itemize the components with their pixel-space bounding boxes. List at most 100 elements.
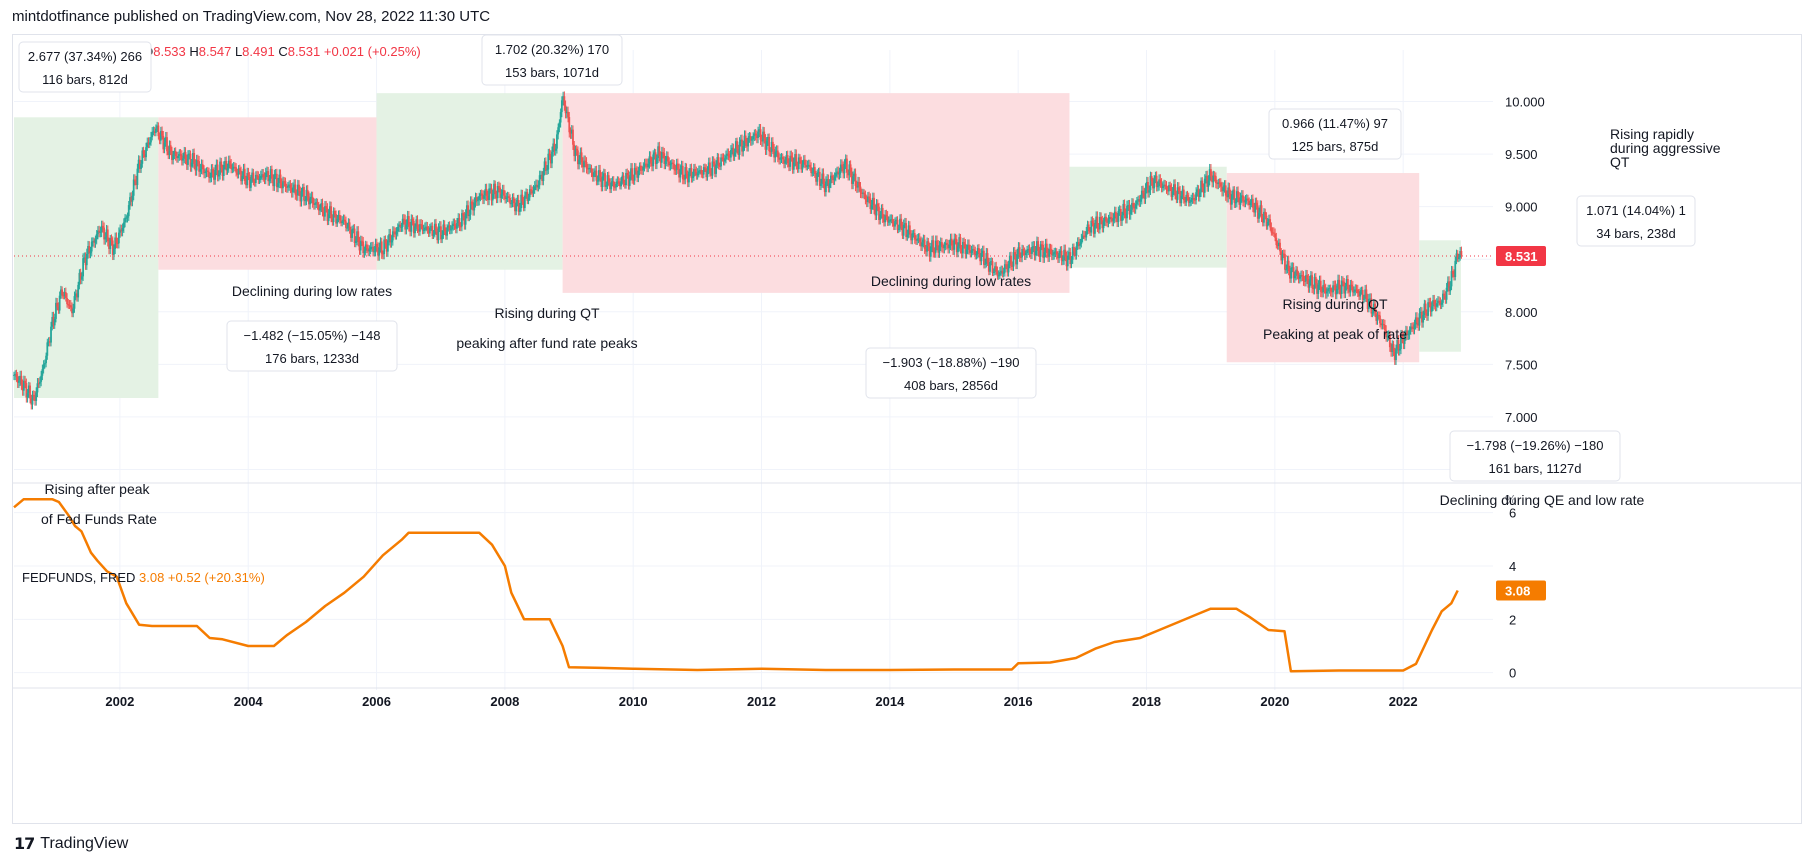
- candle-body: [537, 185, 540, 188]
- measure-box[interactable]: [1268, 108, 1402, 160]
- candle-body: [140, 163, 142, 169]
- candle-body: [1355, 289, 1358, 291]
- candle-body: [164, 137, 167, 143]
- candle-body: [461, 213, 463, 227]
- fedfunds-line[interactable]: [13, 498, 1459, 673]
- candle-body: [769, 151, 772, 153]
- candle-body: [1312, 287, 1315, 290]
- candle-body: [760, 139, 763, 142]
- candle-body: [247, 172, 250, 177]
- candle-body: [1276, 245, 1279, 247]
- candle-body: [573, 144, 576, 157]
- candle-body: [1165, 185, 1168, 190]
- candle-body: [336, 218, 339, 224]
- candle-body: [544, 161, 547, 171]
- candle-body: [825, 181, 827, 193]
- measure-box[interactable]: [18, 41, 152, 93]
- declining-zone[interactable]: [158, 117, 377, 270]
- measure-box[interactable]: [1576, 195, 1696, 247]
- candle-body: [1133, 206, 1136, 209]
- candle-body: [589, 167, 592, 169]
- candle-body: [504, 195, 507, 199]
- candle-body: [188, 153, 191, 155]
- candle-body: [979, 253, 982, 262]
- candle-body: [665, 156, 668, 162]
- candle-body: [162, 135, 165, 150]
- candle-body: [1122, 203, 1125, 216]
- candle-body: [462, 213, 465, 216]
- candle-body: [257, 175, 260, 180]
- candle-body: [1450, 271, 1453, 287]
- candle-body: [1182, 189, 1185, 201]
- footer[interactable]: 𝟭𝟳 TradingView: [14, 834, 128, 854]
- measure-box[interactable]: [865, 347, 1037, 399]
- candle-body: [293, 184, 296, 188]
- candle-body: [36, 383, 39, 393]
- fedfunds-axis-tick: 0: [1509, 666, 1516, 681]
- candle-body: [1084, 235, 1086, 238]
- candle-body: [1269, 219, 1272, 228]
- candle-body: [1094, 224, 1096, 234]
- candle-body: [526, 192, 529, 201]
- candle-body: [464, 213, 467, 225]
- measure-box[interactable]: [481, 34, 623, 86]
- candle-body: [794, 154, 796, 163]
- candle-body: [859, 186, 862, 193]
- candle-body: [1428, 302, 1431, 304]
- candle-body: [1076, 242, 1079, 247]
- declining-zone[interactable]: [1226, 173, 1420, 363]
- candle-body: [916, 238, 919, 241]
- candle-body: [1444, 295, 1447, 300]
- measure-box[interactable]: [226, 320, 398, 372]
- rising-zone[interactable]: [376, 93, 563, 270]
- measure-box[interactable]: [1449, 430, 1621, 482]
- candle-body: [1049, 248, 1052, 250]
- candle-body: [904, 223, 906, 225]
- candle-body: [99, 231, 102, 233]
- candle-body: [694, 169, 697, 172]
- time-axis-tick: 2002: [105, 694, 134, 709]
- chart-annotation: Declining during low rates: [871, 273, 1031, 289]
- candle-body: [577, 150, 579, 165]
- candle-body: [1190, 199, 1193, 202]
- fedfunds-legend[interactable]: FEDFUNDS, FRED 3.08 +0.52 (+20.31%): [22, 570, 265, 585]
- candle-body: [839, 164, 842, 173]
- candle-body: [1119, 209, 1122, 221]
- candle-body: [699, 169, 701, 171]
- candle-body: [746, 142, 748, 147]
- candle-body: [1089, 230, 1091, 233]
- rising-zone[interactable]: [1419, 240, 1461, 352]
- footer-brand[interactable]: TradingView: [40, 835, 129, 852]
- candle-body: [1413, 324, 1416, 330]
- candle-body: [546, 169, 548, 171]
- tradingview-logo-icon[interactable]: 𝟭𝟳: [14, 836, 35, 853]
- candle-body: [1022, 249, 1025, 251]
- candle-body: [1108, 216, 1111, 220]
- candle-body: [612, 181, 615, 188]
- candle-body: [841, 164, 843, 167]
- candle-body: [943, 245, 946, 249]
- candle-body: [773, 149, 776, 158]
- candle-body: [1103, 216, 1106, 222]
- candle-body: [254, 174, 257, 183]
- candle-body: [505, 197, 508, 199]
- candle-body: [1259, 205, 1262, 213]
- candle-body: [208, 171, 210, 178]
- declining-zone[interactable]: [562, 93, 1070, 293]
- candle-body: [1240, 195, 1243, 198]
- candle-body: [855, 185, 858, 188]
- candle-body: [146, 142, 149, 148]
- candle-body: [1353, 291, 1355, 293]
- candle-body: [950, 238, 953, 246]
- candle-body: [1221, 186, 1223, 192]
- candle-body: [52, 317, 55, 326]
- candle-body: [636, 170, 639, 178]
- candle-body: [552, 143, 555, 152]
- candle-body: [288, 184, 291, 186]
- candle-body: [80, 276, 83, 280]
- candle-body: [960, 248, 963, 254]
- candle-body: [484, 188, 487, 196]
- candle-body: [1127, 205, 1130, 207]
- candle-body: [928, 246, 931, 257]
